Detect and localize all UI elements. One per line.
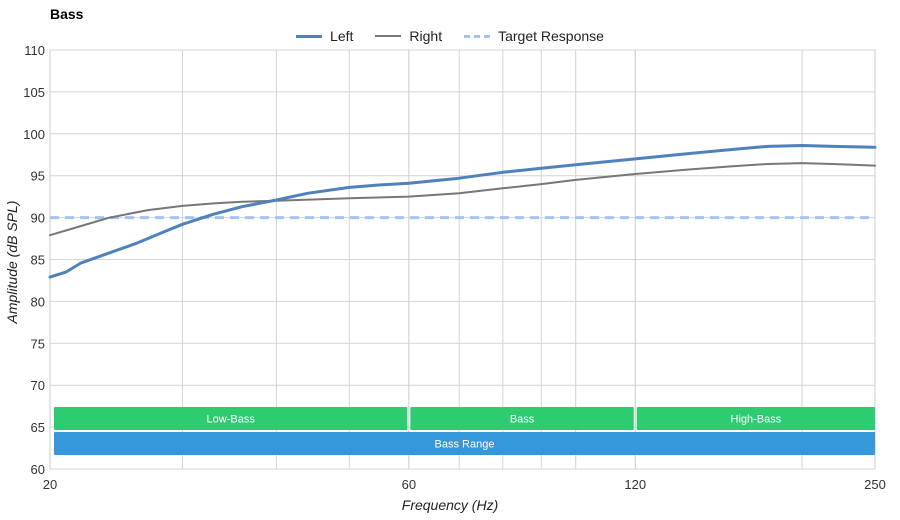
legend-item-left[interactable]: Left xyxy=(296,28,353,44)
y-tick-label: 65 xyxy=(31,420,45,435)
y-tick-label: 85 xyxy=(31,253,45,268)
band-high-bass xyxy=(636,407,875,430)
y-tick-label: 60 xyxy=(31,462,45,477)
x-axis-label: Frequency (Hz) xyxy=(401,497,499,513)
legend-swatch-left xyxy=(296,34,323,38)
y-axis-label: Amplitude (dB SPL) xyxy=(4,200,20,324)
x-tick-label: 20 xyxy=(43,477,57,492)
legend-swatch-target xyxy=(464,34,491,38)
legend: Left Right Target Response xyxy=(0,26,900,46)
series-line-right xyxy=(49,162,876,237)
legend-label-right: Right xyxy=(409,28,443,44)
x-tick-label: 60 xyxy=(402,477,416,492)
x-tick-label: 250 xyxy=(864,477,886,492)
y-tick-label: 75 xyxy=(31,336,45,351)
band-bass-range xyxy=(54,432,875,455)
band-label-high-bass: High-Bass xyxy=(731,414,782,426)
band-label-bass: Bass xyxy=(510,414,535,426)
x-tick-label: 120 xyxy=(624,477,646,492)
chart-title: Bass xyxy=(50,6,84,22)
legend-label-left: Left xyxy=(330,28,354,44)
legend-item-right[interactable]: Right xyxy=(375,28,442,44)
band-low-bass xyxy=(54,407,408,430)
legend-swatch-right xyxy=(375,35,402,37)
band-bass xyxy=(410,407,634,430)
band-label-bass-range: Bass Range xyxy=(435,439,495,451)
y-tick-label: 80 xyxy=(31,294,45,309)
series-line-left xyxy=(48,144,877,279)
y-tick-label: 90 xyxy=(31,211,45,226)
legend-item-target[interactable]: Target Response xyxy=(464,28,604,44)
y-tick-label: 105 xyxy=(23,85,45,100)
legend-label-target: Target Response xyxy=(498,28,604,44)
band-label-low-bass: Low-Bass xyxy=(207,414,256,426)
y-tick-label: 100 xyxy=(23,127,45,142)
y-tick-label: 110 xyxy=(24,43,45,58)
y-tick-label: 95 xyxy=(31,169,45,184)
y-tick-label: 70 xyxy=(31,378,45,393)
